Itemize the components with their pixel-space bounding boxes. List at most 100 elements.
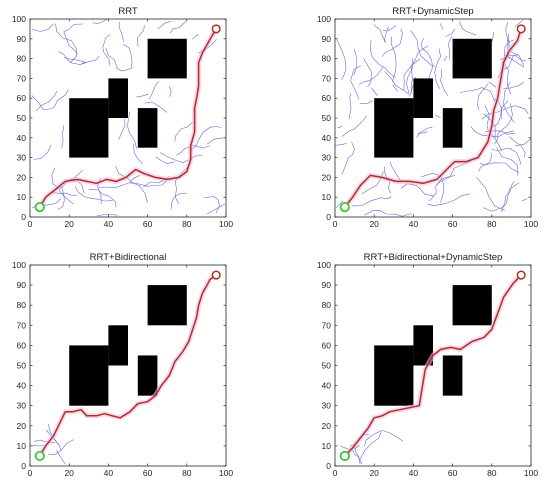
tree-branch: [434, 48, 441, 89]
y-tick-label: 0: [21, 461, 26, 471]
tree-branch: [493, 103, 513, 145]
tree-branch: [501, 181, 515, 213]
tree-branch: [503, 81, 525, 89]
tree-branch: [118, 21, 124, 42]
tree-branch: [341, 141, 355, 175]
tree-branch: [410, 30, 436, 67]
tree-branch: [81, 55, 100, 65]
tree-branch: [478, 152, 492, 172]
tree-branch: [491, 147, 521, 165]
tree-branch: [353, 48, 358, 76]
obstacle: [137, 355, 158, 396]
x-tick-label: 20: [369, 468, 379, 478]
tree-branch: [488, 81, 497, 88]
tree-branch: [364, 210, 412, 217]
y-tick-label: 80: [17, 300, 27, 310]
y-tick-label: 30: [17, 153, 27, 163]
y-tick-label: 10: [322, 441, 332, 451]
tree-branch: [384, 71, 410, 95]
y-tick-label: 20: [17, 421, 27, 431]
goal-marker: [516, 24, 526, 34]
tree-branch: [439, 23, 444, 30]
tree-branch: [509, 136, 526, 158]
tree-branch: [370, 87, 378, 96]
tree-branch: [335, 200, 344, 208]
tree-branch: [98, 175, 141, 189]
y-tick-label: 10: [322, 192, 332, 202]
y-tick-label: 20: [322, 421, 332, 431]
tree-branch: [204, 196, 220, 214]
y-tick-label: 100: [317, 260, 331, 270]
y-tick-label: 90: [322, 34, 332, 44]
x-tick-label: 60: [143, 468, 153, 478]
x-tick-label: 20: [369, 219, 379, 229]
tree-branch: [105, 47, 133, 72]
tree-branch: [32, 445, 45, 447]
obstacle: [374, 345, 414, 406]
y-tick-label: 50: [17, 113, 27, 123]
planned-path: [344, 274, 522, 457]
x-tick-label: 80: [487, 219, 497, 229]
y-tick-label: 100: [12, 260, 26, 270]
y-tick-label: 20: [322, 172, 332, 182]
tree-branch: [31, 95, 43, 109]
tree-branch: [381, 28, 403, 57]
obstacle: [413, 325, 433, 366]
tree-branch: [406, 58, 414, 94]
tree-branch: [505, 21, 509, 42]
tree-branch: [503, 61, 511, 95]
obstacle: [413, 78, 433, 118]
tree-branch: [58, 51, 86, 66]
tree-branch: [127, 111, 137, 149]
x-tick-label: 60: [448, 468, 458, 478]
tree-branch: [129, 180, 167, 187]
y-tick-label: 30: [322, 401, 332, 411]
tree-branch: [373, 24, 387, 43]
planned-path: [39, 274, 217, 457]
tree-branch: [436, 160, 472, 186]
y-tick-label: 0: [326, 461, 331, 471]
exploration-tree: [335, 19, 532, 217]
tree-branch: [174, 121, 193, 142]
tree-branch: [482, 182, 520, 212]
goal-marker: [211, 270, 221, 280]
tree-branch: [370, 39, 396, 78]
y-tick-label: 0: [326, 212, 331, 222]
tree-branch: [392, 84, 398, 92]
x-tick-label: 0: [333, 219, 338, 229]
x-tick-label: 20: [64, 468, 74, 478]
panel-3: RRT+Bidirectional 0 20 40 60 80 100 0 10 20 30 40 50…: [12, 252, 234, 478]
panel-title: RRT: [118, 6, 138, 17]
tree-branch: [52, 192, 77, 196]
tree-branch: [191, 34, 199, 40]
y-tick-label: 90: [17, 280, 27, 290]
tree-branch: [514, 19, 524, 28]
tree-branch: [149, 81, 160, 100]
y-tick-label: 40: [17, 133, 27, 143]
y-tick-label: 50: [322, 361, 332, 371]
start-marker: [339, 450, 350, 462]
goal-marker: [211, 24, 221, 34]
x-tick-label: 80: [182, 219, 192, 229]
tree-branch: [33, 144, 52, 160]
x-tick-label: 0: [28, 219, 33, 229]
tree-branch: [335, 143, 347, 146]
tree-branch: [440, 69, 449, 96]
tree-branch: [447, 36, 453, 60]
tree-branch: [61, 125, 65, 149]
tree-branch: [460, 87, 496, 102]
x-tick-label: 100: [524, 219, 538, 229]
obstacle: [108, 78, 128, 118]
x-tick-label: 40: [104, 468, 114, 478]
obstacle: [442, 108, 463, 148]
y-tick-label: 20: [17, 172, 27, 182]
y-tick-label: 70: [17, 73, 27, 83]
tree-branch: [427, 193, 471, 207]
y-tick-label: 50: [322, 113, 332, 123]
tree-branch: [491, 32, 495, 42]
tree-branch: [479, 162, 520, 173]
tree-branch: [359, 100, 373, 104]
x-tick-label: 60: [143, 219, 153, 229]
y-tick-label: 70: [322, 73, 332, 83]
tree-branch: [350, 65, 362, 100]
